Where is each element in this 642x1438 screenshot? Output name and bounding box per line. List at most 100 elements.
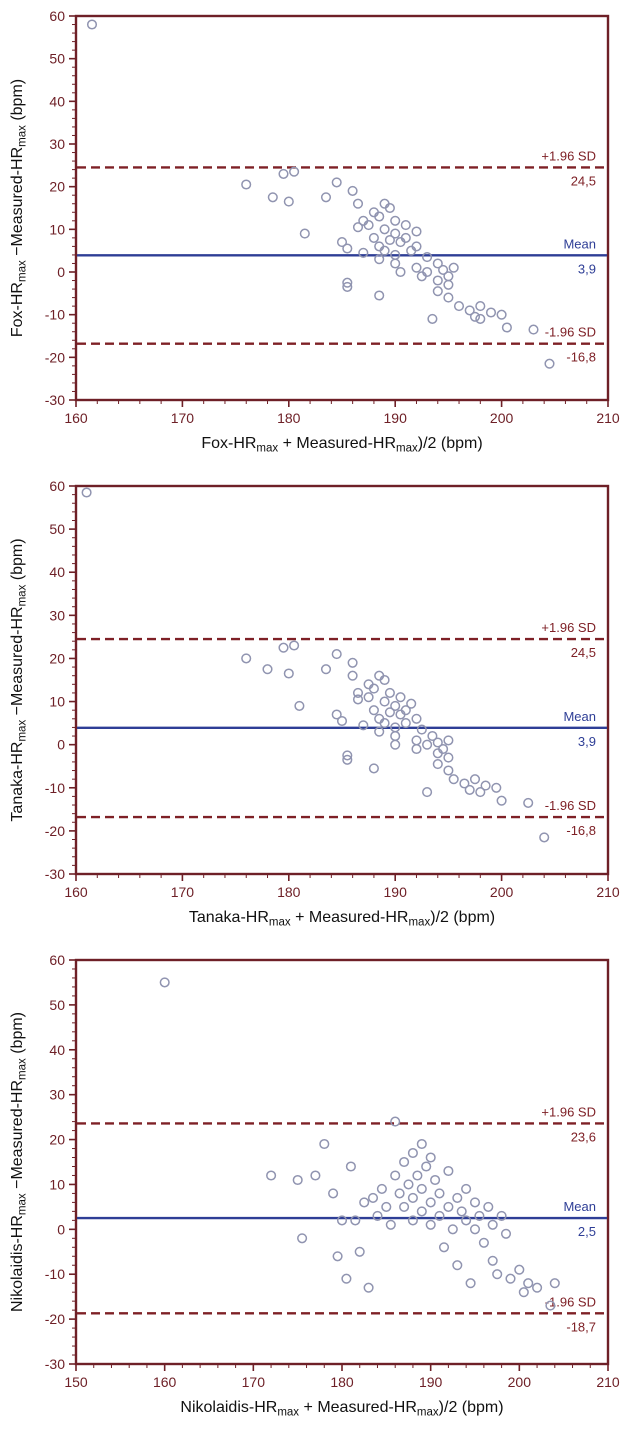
plot-border — [74, 14, 610, 402]
data-point — [425, 1152, 436, 1163]
data-point — [425, 1197, 436, 1208]
data-point — [368, 683, 379, 694]
data-point — [310, 1170, 321, 1181]
data-point — [81, 487, 92, 498]
mean-label: Mean — [563, 709, 596, 724]
x-tick-label: 160 — [64, 410, 88, 426]
data-point — [518, 1287, 529, 1298]
data-point — [448, 774, 459, 785]
plot-border — [74, 958, 610, 1366]
plot-border — [74, 484, 610, 876]
data-point — [539, 832, 550, 843]
data-point — [407, 1192, 418, 1203]
data-point — [384, 202, 395, 214]
data-point — [363, 220, 374, 231]
y-tick-label: 40 — [49, 93, 65, 109]
data-point — [374, 290, 385, 301]
data-point — [331, 649, 342, 660]
x-tick-label: 160 — [64, 884, 88, 900]
data-point — [422, 739, 433, 750]
data-point — [453, 301, 465, 312]
data-point — [425, 1219, 436, 1230]
data-point — [347, 657, 358, 668]
x-tick-label: 180 — [277, 884, 301, 900]
data-point — [500, 1228, 512, 1239]
data-point — [464, 784, 475, 795]
data-point — [345, 1161, 356, 1172]
data-point — [379, 718, 390, 729]
data-point — [461, 1183, 472, 1194]
data-point — [514, 1264, 525, 1275]
data-point — [411, 735, 422, 746]
y-tick-label: 0 — [57, 1221, 65, 1237]
data-point — [342, 281, 353, 292]
bland-altman-plot-nikolaidis-svg: 150 160 170 180 190 200 210 -30 -20 -10 0 10 20 30 40 5… — [9, 952, 620, 1419]
data-point — [443, 292, 454, 303]
data-point — [416, 1183, 427, 1194]
y-tick-label: 60 — [49, 952, 65, 968]
bland-altman-plot-tanaka-svg: 160 170 180 190 200 210 -30 -20 -10 0 10 20 30 40 50 60… — [9, 478, 620, 929]
mean-value: 2,5 — [578, 1224, 596, 1239]
y-axis-title: Tanaka-HRmax −Measured-HRmax (bpm) — [9, 538, 29, 821]
mean-value: 3,9 — [578, 261, 596, 276]
data-point — [359, 1197, 370, 1208]
y-tick-label: 60 — [49, 478, 65, 494]
data-point — [461, 1215, 472, 1226]
x-axis-title: Tanaka-HRmax + Measured-HRmax)/2 (bpm) — [189, 909, 495, 929]
data-point — [447, 1224, 458, 1235]
data-point — [372, 1210, 383, 1221]
mean-value: 3,9 — [578, 734, 596, 749]
data-point — [496, 1210, 507, 1221]
data-point — [379, 674, 390, 686]
data-point — [400, 232, 411, 243]
y-tick-label: 20 — [49, 650, 65, 666]
data-point — [434, 1188, 445, 1199]
y-tick-label: 20 — [49, 179, 65, 195]
data-point — [278, 168, 289, 179]
data-point — [411, 262, 422, 273]
data-point — [443, 752, 454, 763]
data-point — [411, 226, 422, 237]
y-tick-label: 0 — [57, 737, 65, 753]
x-tick-label: 210 — [596, 1374, 620, 1390]
data-point — [469, 311, 481, 322]
data-point — [320, 664, 332, 675]
data-point — [352, 687, 364, 698]
data-point — [159, 977, 170, 988]
data-point — [86, 19, 98, 30]
x-tick-label: 210 — [596, 884, 620, 900]
lower-loa-value: -16,8 — [566, 350, 596, 365]
x-tick-label: 190 — [384, 410, 408, 426]
data-point — [421, 1161, 432, 1172]
data-point — [452, 1260, 463, 1271]
x-tick-label: 200 — [490, 884, 514, 900]
data-point — [443, 279, 454, 290]
data-point — [438, 264, 449, 275]
data-point — [352, 694, 364, 705]
data-point — [422, 266, 433, 278]
data-point — [459, 778, 470, 789]
data-point — [390, 1170, 401, 1181]
data-point — [390, 700, 401, 711]
bland-altman-plot-nikolaidis: 150 160 170 180 190 200 210 -30 -20 -10 0 10 20 30 40 5… — [0, 946, 642, 1436]
data-point — [354, 1246, 365, 1257]
y-tick-label: 50 — [49, 51, 65, 67]
lower-loa-label: -1.96 SD — [545, 325, 596, 340]
y-tick-label: -10 — [45, 307, 65, 323]
data-point — [456, 1206, 467, 1217]
data-point — [469, 1197, 481, 1208]
data-point — [384, 234, 395, 246]
data-point — [385, 1219, 396, 1230]
data-point — [350, 1215, 361, 1226]
data-point — [358, 720, 369, 731]
data-point — [394, 1188, 405, 1199]
data-point — [469, 1224, 481, 1235]
x-tick-label: 190 — [384, 884, 408, 900]
data-point — [523, 1278, 534, 1289]
y-tick-label: 60 — [49, 8, 65, 24]
data-point — [485, 307, 497, 318]
data-point — [487, 1219, 498, 1230]
data-point — [545, 1300, 556, 1311]
upper-loa-label: +1.96 SD — [541, 1104, 596, 1119]
data-point — [496, 309, 507, 320]
